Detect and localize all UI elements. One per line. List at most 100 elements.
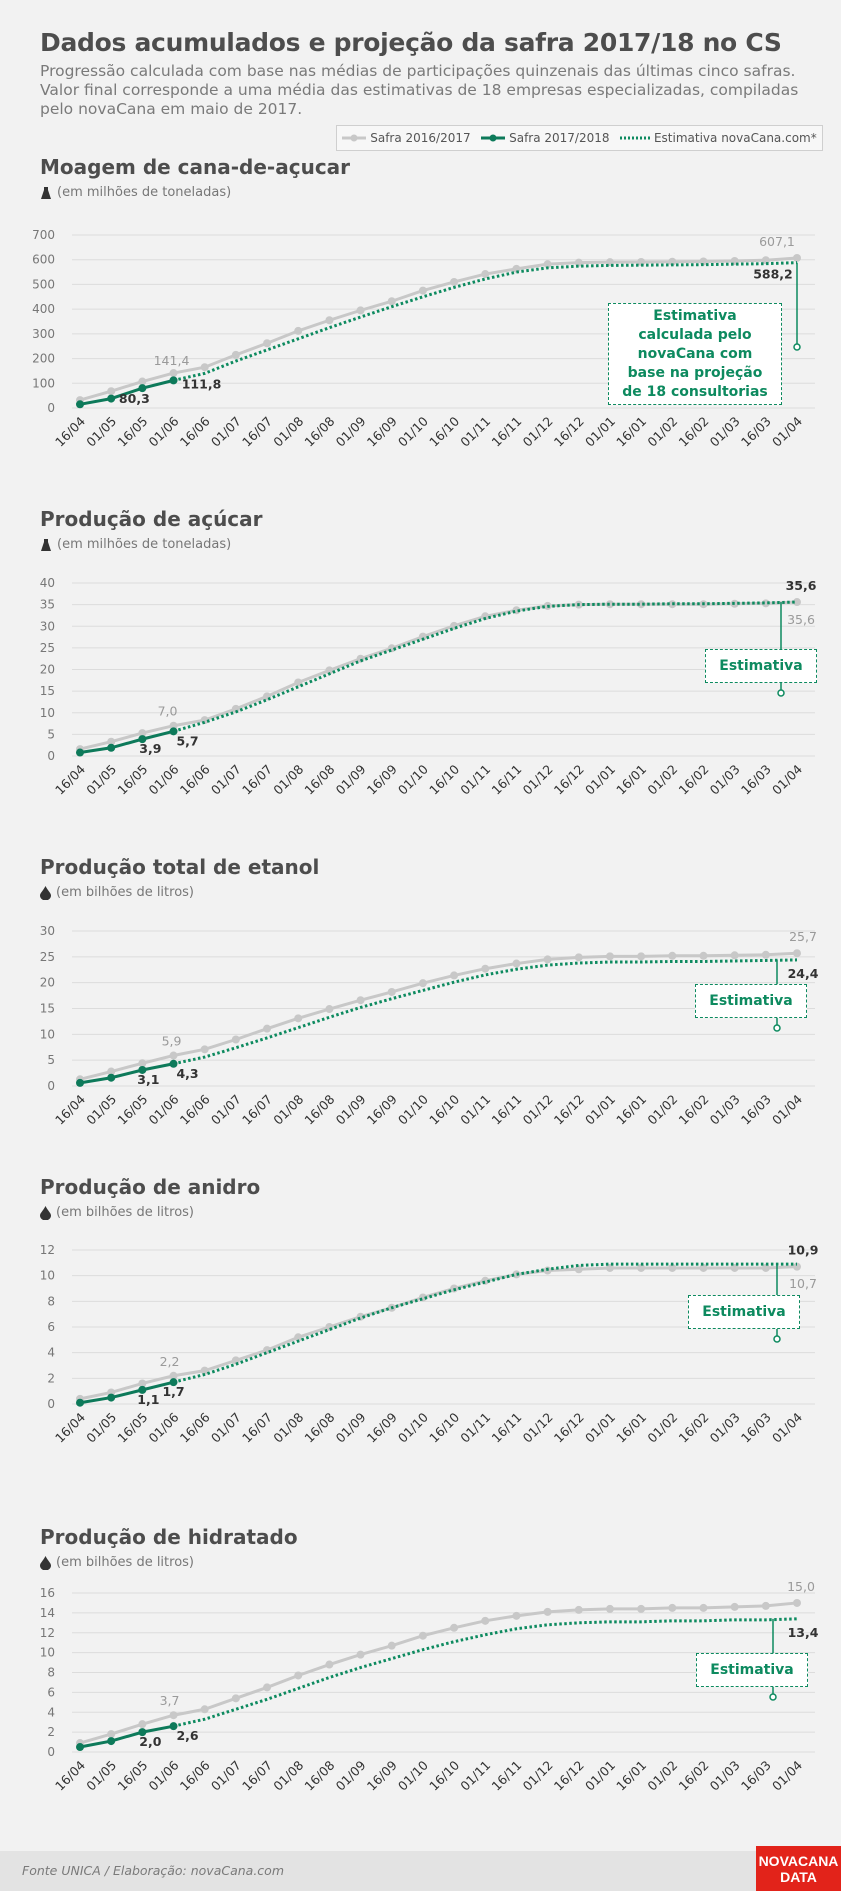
series-line-estimate [173,261,798,382]
point-2017 [138,1065,147,1074]
data-label: 1,1 [137,1392,159,1407]
y-tick-label: 200 [32,352,55,366]
point-2017 [76,1078,84,1087]
data-label: 3,1 [137,1072,159,1087]
point-2016 [543,1607,552,1616]
point-2016 [481,964,490,973]
point-2017 [169,376,178,385]
point-2017 [107,1393,116,1402]
x-tick-label: 01/07 [208,1758,244,1794]
point-2017 [169,1378,178,1387]
point-2016 [699,1263,708,1272]
point-2016 [138,377,147,386]
series-line-estimate [173,1617,798,1728]
annotation-connector-dot [777,689,785,697]
data-label: 588,2 [753,267,793,282]
y-tick-label: 8 [47,1294,55,1308]
x-tick-label: 01/03 [707,414,743,450]
data-label: 10,7 [789,1276,817,1291]
x-tick-label: 01/09 [333,413,369,449]
x-tick-label: 01/03 [707,762,743,798]
chart-legend: Safra 2016/2017 Safra 2017/2018 Estimati… [336,125,823,151]
panel-hidratado: Produção de hidratado (em bilhões de lit… [0,1525,841,1850]
point-2016 [605,1604,614,1613]
point-2016 [294,1333,303,1342]
y-tick-label: 12 [40,1243,55,1257]
footer: Fonte UNICA / Elaboração: novaCana.com N… [0,1846,841,1891]
x-tick-label: 01/10 [395,1091,431,1127]
point-2017 [138,1728,147,1737]
unit-label: (em milhões de toneladas) [57,185,232,200]
y-tick-label: 0 [47,1745,55,1759]
point-2016 [356,306,365,315]
x-tick-label: 16/01 [613,1758,649,1794]
x-tick-label: 16/03 [738,762,774,798]
x-tick-label: 16/06 [177,413,213,449]
y-tick-label: 15 [40,684,55,698]
y-tick-label: 15 [40,1002,55,1016]
annotation-connector-dot [769,1693,777,1701]
y-tick-label: 10 [40,1646,55,1660]
point-2017 [138,735,147,744]
point-2016 [668,1603,677,1612]
point-2016 [138,1720,147,1729]
x-tick-label: 16/12 [551,1758,587,1794]
x-tick-label: 16/04 [52,1409,88,1445]
point-2016 [231,1035,240,1044]
annotation-connector-dot [773,1335,781,1343]
x-tick-label: 01/04 [769,413,805,449]
drop-icon [40,1205,51,1220]
point-2016 [761,950,770,959]
x-tick-label: 16/04 [52,1757,88,1793]
data-label: 24,4 [788,966,819,981]
annotation-connector-dot [793,343,801,351]
data-label: 111,8 [182,376,222,391]
point-2016 [200,1045,209,1054]
y-tick-label: 300 [32,327,55,341]
x-tick-label: 16/10 [426,1091,462,1127]
series-line-2017 [79,729,174,755]
header: Dados acumulados e projeção da safra 201… [40,28,820,119]
point-2017 [169,1722,178,1731]
x-tick-label: 01/09 [333,1757,369,1793]
x-tick-label: 01/12 [520,762,556,798]
point-2016 [450,277,459,286]
x-tick-label: 16/07 [239,1758,275,1794]
x-tick-label: 16/11 [488,1092,524,1128]
y-tick-label: 14 [40,1606,55,1620]
y-tick-label: 4 [47,1705,55,1719]
series-line-2017 [79,1724,174,1749]
y-tick-label: 6 [47,1320,55,1334]
legend-label-2017: Safra 2017/2018 [509,131,610,145]
data-label: 5,9 [162,1034,182,1049]
point-2016 [730,951,739,960]
point-2016 [107,1067,116,1076]
legend-label-estimate: Estimativa novaCana.com* [653,131,817,145]
point-2016 [138,1379,147,1388]
panel-moagem: Moagem de cana-de-açucar (em milhões de … [0,155,841,500]
line-chart: 010020030040050060070016/0401/0516/0501/… [32,228,815,450]
point-2016 [637,1604,646,1613]
x-tick-label: 16/04 [52,1091,88,1127]
y-tick-label: 2 [47,1371,55,1385]
x-tick-label: 16/06 [177,1757,213,1793]
x-tick-label: 01/10 [395,761,431,797]
y-tick-label: 6 [47,1685,55,1699]
point-2016 [793,949,801,958]
x-tick-label: 01/11 [457,1758,493,1794]
point-2016 [730,1263,739,1272]
point-2016 [543,955,552,964]
x-tick-label: 01/07 [208,1410,244,1446]
point-2016 [169,721,178,730]
x-tick-label: 01/07 [208,1092,244,1128]
x-tick-label: 16/01 [613,1410,649,1446]
series-line-2016 [79,1601,798,1745]
logo-line1: NOVACANA [758,1852,839,1869]
panel-title: Produção de hidratado [40,1525,298,1549]
panel-acucar: Produção de açúcar (em milhões de tonela… [0,507,841,852]
point-2016 [637,1263,646,1272]
x-tick-label: 16/03 [738,1092,774,1128]
point-2016 [605,600,614,609]
x-tick-label: 01/06 [146,1091,182,1127]
point-2017 [107,394,116,403]
